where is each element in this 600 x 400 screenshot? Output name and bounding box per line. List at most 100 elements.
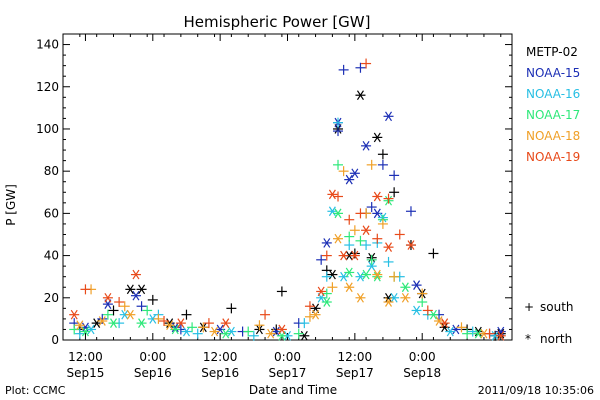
point-noaa-16-south bbox=[74, 328, 85, 339]
point-noaa-18-north bbox=[383, 297, 394, 307]
point-noaa-15-north bbox=[321, 238, 332, 248]
point-noaa-18-south bbox=[119, 301, 130, 312]
point-noaa-19-north bbox=[372, 191, 383, 202]
point-noaa-19-south bbox=[159, 316, 170, 327]
point-noaa-19-south bbox=[321, 250, 332, 261]
plot-credit: Plot: CCMC bbox=[5, 384, 66, 397]
point-noaa-18-north bbox=[310, 309, 321, 320]
point-metp-02-south bbox=[226, 303, 237, 314]
point-noaa-18-north bbox=[372, 269, 383, 280]
x-tick-day-label: Sep16 bbox=[201, 366, 239, 380]
point-noaa-19-north bbox=[276, 324, 287, 335]
point-noaa-19-south bbox=[394, 229, 405, 240]
x-tick-time-label: 12:00 bbox=[68, 350, 103, 364]
point-noaa-16-south bbox=[248, 330, 259, 341]
point-noaa-19-north bbox=[349, 250, 360, 261]
x-tick-day-label: Sep18 bbox=[403, 366, 441, 380]
point-noaa-19-south bbox=[484, 328, 495, 339]
north-symbol: * bbox=[525, 332, 531, 346]
point-noaa-18-south bbox=[254, 320, 265, 331]
point-noaa-18-south bbox=[153, 313, 164, 324]
point-noaa-19-north bbox=[130, 269, 141, 280]
point-metp-02-north bbox=[91, 318, 102, 328]
point-noaa-19-north bbox=[383, 242, 394, 252]
series-legend: METP-02 NOAA-15 NOAA-16 NOAA-17 NOAA-18 NOAA-… bbox=[526, 45, 580, 164]
point-noaa-19-north bbox=[102, 292, 113, 303]
point-noaa-19-north bbox=[220, 318, 231, 328]
legend-metp-02: METP-02 bbox=[526, 45, 578, 59]
point-noaa-18-north bbox=[97, 316, 108, 326]
point-metp-02-south bbox=[108, 305, 119, 316]
point-noaa-16-south bbox=[333, 117, 344, 128]
point-noaa-17-north bbox=[361, 269, 372, 280]
point-noaa-16-south bbox=[383, 256, 394, 267]
point-noaa-17-north bbox=[344, 267, 355, 278]
point-noaa-15-north bbox=[349, 168, 360, 179]
point-noaa-16-south bbox=[467, 326, 478, 337]
point-noaa-18-south bbox=[389, 271, 400, 282]
plot-area-frame bbox=[62, 33, 513, 341]
point-noaa-15-south bbox=[338, 64, 349, 75]
point-noaa-18-south bbox=[377, 218, 388, 229]
x-tick-day-label: Sep16 bbox=[134, 366, 172, 380]
point-noaa-15-south bbox=[405, 206, 416, 217]
point-noaa-18-north bbox=[164, 320, 175, 331]
x-tick-time-label: 0:00 bbox=[409, 350, 436, 364]
point-noaa-17-south bbox=[321, 288, 332, 299]
point-noaa-17-north bbox=[80, 326, 91, 337]
point-noaa-17-south bbox=[462, 328, 473, 339]
point-noaa-15-south bbox=[97, 313, 108, 324]
point-noaa-17-south bbox=[333, 159, 344, 170]
y-tick-label: 0 bbox=[51, 333, 59, 347]
y-tick-label: 40 bbox=[44, 249, 59, 263]
point-metp-02-south bbox=[377, 149, 388, 160]
point-noaa-19-south bbox=[372, 233, 383, 244]
point-noaa-15-south bbox=[316, 254, 327, 265]
point-noaa-18-south bbox=[349, 225, 360, 236]
point-metp-02-north bbox=[355, 90, 366, 101]
point-noaa-18-south bbox=[366, 159, 377, 170]
chart-title: Hemispheric Power [GW] bbox=[184, 13, 371, 31]
y-tick-label: 60 bbox=[44, 206, 59, 220]
legend-noaa-18: NOAA-18 bbox=[526, 129, 580, 143]
point-noaa-17-south bbox=[142, 305, 153, 316]
point-noaa-18-north bbox=[333, 233, 344, 244]
y-tick-label: 140 bbox=[36, 38, 59, 52]
point-noaa-19-north bbox=[69, 309, 80, 320]
y-axis-label: P [GW] bbox=[4, 184, 18, 226]
point-metp-02-north bbox=[495, 328, 506, 339]
point-noaa-16-north bbox=[355, 271, 366, 282]
y-axis-ticks: 0 20 40 60 80 100 120 140 bbox=[36, 38, 512, 347]
point-noaa-15-north bbox=[361, 141, 372, 151]
point-noaa-15-north bbox=[102, 299, 113, 309]
point-noaa-16-south bbox=[299, 318, 310, 329]
x-tick-day-label: Sep17 bbox=[336, 366, 374, 380]
point-noaa-17-south bbox=[417, 297, 428, 308]
point-noaa-17-north bbox=[321, 297, 332, 307]
point-noaa-19-south bbox=[333, 191, 344, 202]
point-noaa-15-south bbox=[333, 126, 344, 137]
point-noaa-19-south bbox=[361, 58, 372, 69]
point-noaa-19-north bbox=[405, 240, 416, 250]
point-noaa-19-north bbox=[439, 318, 450, 328]
point-noaa-16-north bbox=[411, 305, 422, 316]
point-noaa-18-north bbox=[74, 320, 85, 331]
point-noaa-19-north bbox=[361, 225, 372, 236]
point-noaa-19-north bbox=[327, 189, 338, 200]
point-noaa-15-south bbox=[136, 301, 147, 312]
point-noaa-17-north bbox=[108, 318, 119, 328]
point-noaa-18-north bbox=[355, 292, 366, 303]
point-noaa-18-south bbox=[338, 166, 349, 177]
south-label: south bbox=[540, 300, 574, 314]
point-noaa-19-south bbox=[304, 301, 315, 312]
point-noaa-16-north bbox=[445, 326, 456, 337]
x-tick-time-label: 12:00 bbox=[203, 350, 238, 364]
point-noaa-15-north bbox=[411, 280, 422, 290]
point-noaa-17-south bbox=[293, 328, 304, 339]
point-noaa-17-south bbox=[187, 322, 198, 333]
point-noaa-16-north bbox=[86, 324, 97, 335]
point-metp-02-north bbox=[372, 132, 383, 143]
point-noaa-18-north bbox=[400, 292, 411, 303]
point-noaa-19-south bbox=[114, 297, 125, 308]
